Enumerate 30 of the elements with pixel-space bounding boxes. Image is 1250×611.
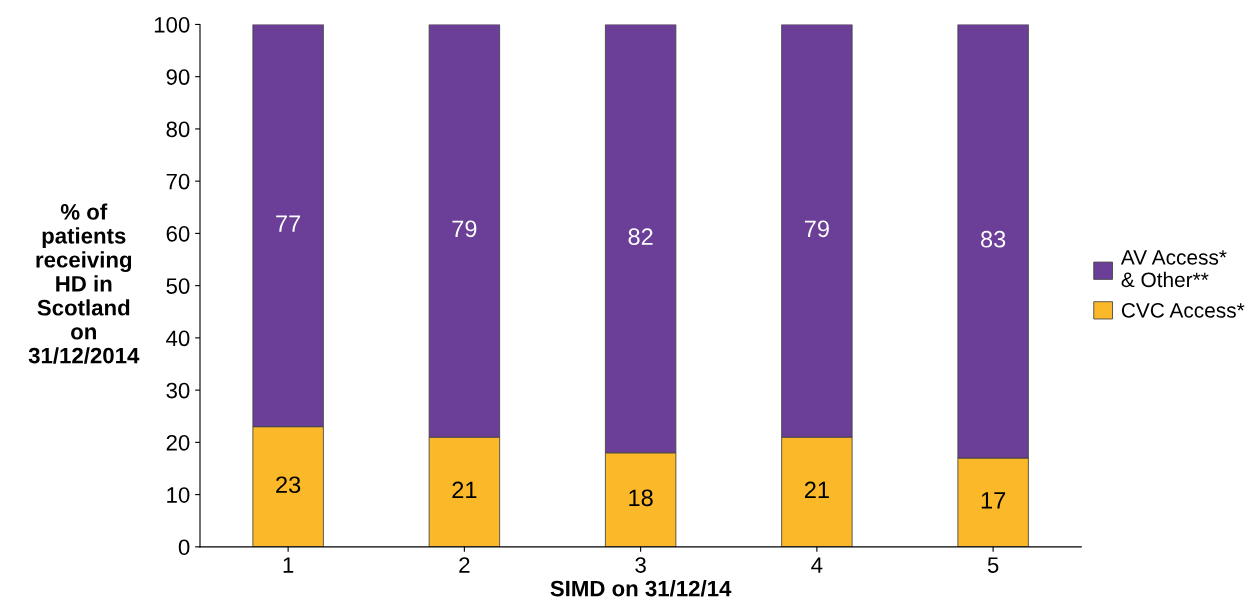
x-tick-label: 1 (283, 557, 294, 573)
y-tick-label: 80 (166, 121, 190, 138)
y-tick-label: 20 (166, 434, 190, 451)
data-label: 82 (628, 228, 653, 245)
data-label: 79 (452, 220, 477, 238)
y-tick-label: 50 (166, 278, 190, 294)
data-label: 17 (981, 492, 1006, 509)
legend-label: AV Access* & Other** (1120, 250, 1227, 288)
x-tick-label: 4 (811, 557, 823, 573)
data-label: 79 (804, 220, 829, 238)
data-label: 23 (276, 476, 301, 494)
y-tick-label: 70 (166, 173, 190, 190)
data-label: 21 (452, 481, 477, 499)
data-label: 18 (629, 489, 653, 507)
y-tick-label: 0 (178, 539, 190, 556)
y-tick-label: 10 (167, 487, 190, 503)
y-tick-label: 100 (154, 16, 190, 33)
legend-label: CVC Access* (1121, 302, 1245, 318)
y-axis-title: % of patients receiving HD in Scotland on 31/12/2014 (28, 203, 140, 364)
y-tick-label: 40 (166, 330, 190, 347)
y-tick-label: 90 (166, 69, 190, 85)
data-label: 77 (276, 215, 301, 232)
x-axis-title: SIMD on 31/12/14 (550, 580, 732, 597)
x-tick-label: 5 (987, 557, 999, 573)
x-tick-label: 2 (459, 557, 470, 573)
data-label: 21 (804, 481, 829, 499)
y-tick-label: 60 (166, 225, 190, 242)
data-label: 83 (981, 230, 1006, 248)
x-tick-label: 3 (635, 557, 646, 573)
y-tick-label: 30 (166, 382, 190, 399)
